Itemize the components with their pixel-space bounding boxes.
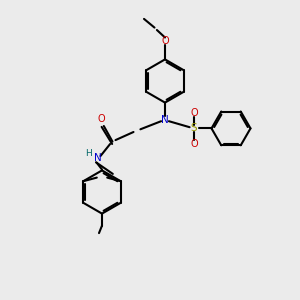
Text: H: H [85,148,92,158]
Text: N: N [94,153,101,164]
Text: S: S [190,123,197,134]
Text: O: O [190,108,198,118]
Text: O: O [190,139,198,149]
Text: O: O [161,36,169,46]
Text: O: O [98,114,105,124]
Text: N: N [161,115,169,125]
